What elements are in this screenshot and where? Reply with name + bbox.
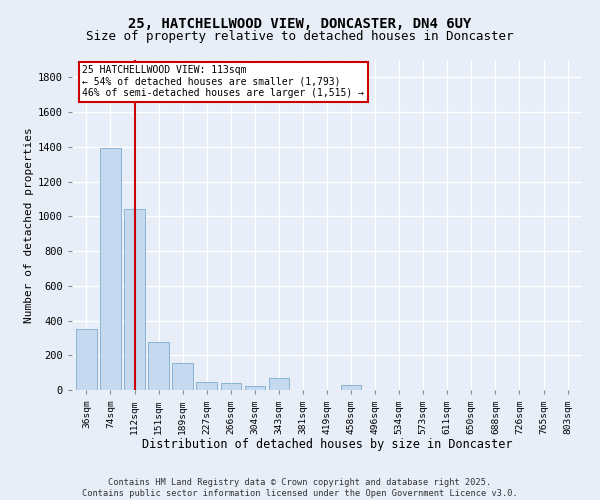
Bar bbox=[196, 382, 217, 390]
Bar bbox=[148, 342, 169, 390]
Bar bbox=[269, 378, 289, 390]
Bar bbox=[100, 148, 121, 390]
Bar bbox=[172, 363, 193, 390]
Bar bbox=[221, 382, 241, 390]
Y-axis label: Number of detached properties: Number of detached properties bbox=[24, 127, 34, 323]
Bar bbox=[124, 210, 145, 390]
Text: 25 HATCHELLWOOD VIEW: 113sqm
← 54% of detached houses are smaller (1,793)
46% of: 25 HATCHELLWOOD VIEW: 113sqm ← 54% of de… bbox=[82, 65, 364, 98]
Bar bbox=[76, 329, 97, 390]
Text: Contains HM Land Registry data © Crown copyright and database right 2025.
Contai: Contains HM Land Registry data © Crown c… bbox=[82, 478, 518, 498]
Text: 25, HATCHELLWOOD VIEW, DONCASTER, DN4 6UY: 25, HATCHELLWOOD VIEW, DONCASTER, DN4 6U… bbox=[128, 18, 472, 32]
X-axis label: Distribution of detached houses by size in Doncaster: Distribution of detached houses by size … bbox=[142, 438, 512, 450]
Bar bbox=[341, 385, 361, 390]
Text: Size of property relative to detached houses in Doncaster: Size of property relative to detached ho… bbox=[86, 30, 514, 43]
Bar bbox=[245, 386, 265, 390]
